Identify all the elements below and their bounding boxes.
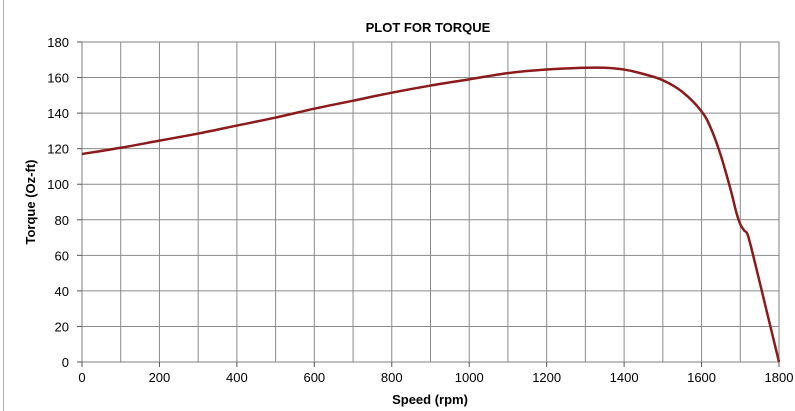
x-tick-label: 1000 bbox=[455, 370, 484, 385]
y-tick-label: 140 bbox=[47, 106, 69, 121]
x-axis-ticks: 0 200 400 600 800 1000 1200 1400 1600 1800 bbox=[78, 362, 793, 385]
x-tick-label: 400 bbox=[226, 370, 248, 385]
y-tick-label: 120 bbox=[47, 142, 69, 157]
x-tick-label: 600 bbox=[303, 370, 325, 385]
torque-series-line bbox=[81, 66, 781, 363]
y-tick-label: 60 bbox=[55, 248, 69, 263]
x-tick-label: 200 bbox=[149, 370, 171, 385]
y-tick-label: 20 bbox=[55, 319, 69, 334]
y-axis-ticks: 0 20 40 60 80 100 120 140 160 180 bbox=[47, 35, 82, 370]
y-tick-label: 180 bbox=[47, 35, 69, 50]
y-tick-label: 160 bbox=[47, 71, 69, 86]
y-tick-label: 80 bbox=[55, 213, 69, 228]
x-tick-label: 800 bbox=[381, 370, 403, 385]
x-axis-label: Speed (rpm) bbox=[392, 392, 468, 407]
x-tick-label: 1600 bbox=[687, 370, 716, 385]
x-tick-label: 1400 bbox=[610, 370, 639, 385]
y-tick-label: 0 bbox=[62, 355, 69, 370]
frame-edge bbox=[3, 0, 4, 411]
chart-title: PLOT FOR TORQUE bbox=[366, 20, 491, 35]
x-tick-label: 0 bbox=[78, 370, 85, 385]
y-tick-label: 100 bbox=[47, 177, 69, 192]
x-tick-label: 1200 bbox=[532, 370, 561, 385]
y-axis-label: Torque (Oz-ft) bbox=[23, 160, 38, 245]
y-tick-label: 40 bbox=[55, 284, 69, 299]
x-tick-label: 1800 bbox=[765, 370, 794, 385]
grid bbox=[82, 42, 779, 362]
